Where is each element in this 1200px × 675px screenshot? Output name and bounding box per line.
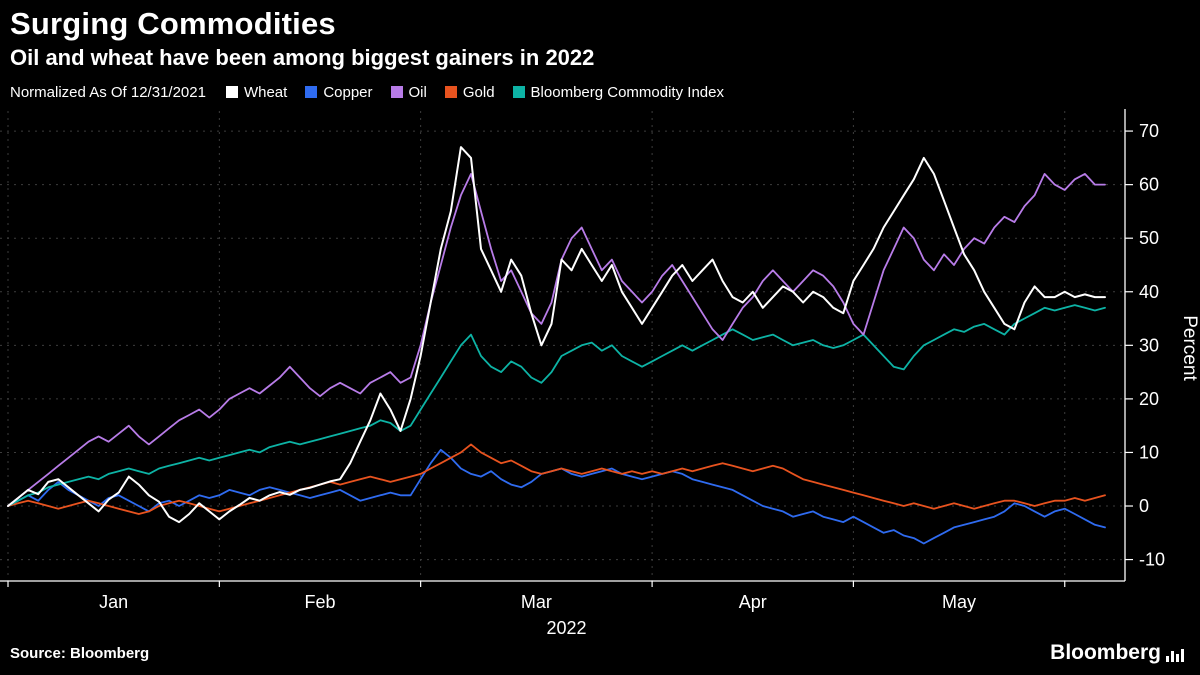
chart-subtitle: Oil and wheat have been among biggest ga… — [10, 44, 595, 70]
legend-label: Gold — [462, 83, 495, 101]
x-tick-label: May — [942, 592, 976, 612]
chart-footer: Source: Bloomberg Bloomberg — [0, 637, 1200, 675]
legend-swatch — [225, 86, 238, 99]
legend-label: Copper — [323, 83, 373, 101]
y-tick-label: 40 — [1139, 281, 1159, 301]
legend-item-bloomberg-commodity-index: Bloomberg Commodity Index — [512, 83, 724, 101]
source-label: Source: Bloomberg — [10, 644, 150, 662]
y-tick-label: -10 — [1139, 549, 1165, 569]
x-tick-label: Feb — [304, 592, 335, 612]
legend-item-oil: Oil — [390, 83, 427, 101]
chart-header: Surging Commodities Oil and wheat have b… — [0, 0, 1200, 101]
series-line-gold — [7, 443, 1106, 515]
legend-swatch — [390, 86, 403, 99]
series-line-bloomberg-commodity-index — [7, 303, 1106, 507]
legend-label: Bloomberg Commodity Index — [530, 83, 724, 101]
y-tick-label: 60 — [1139, 174, 1159, 194]
legend-swatch — [305, 86, 318, 99]
x-tick-label: Mar — [521, 592, 552, 612]
x-tick-label: Apr — [739, 592, 767, 612]
legend-note: Normalized As Of 12/31/2021 — [10, 83, 206, 101]
y-tick-label: 30 — [1139, 335, 1159, 355]
legend-item-gold: Gold — [444, 83, 495, 101]
bloomberg-logo-text: Bloomberg — [1050, 641, 1161, 664]
legend-item-copper: Copper — [305, 83, 373, 101]
commodity-line-chart: 70 60 50 40 30 20 10 0 -10 Jan Feb Mar Apr May 2022 Per… — [0, 108, 1200, 638]
legend-label: Wheat — [243, 83, 288, 101]
chart-title: Surging Commodities — [10, 6, 336, 41]
y-tick-label: 50 — [1139, 228, 1159, 248]
chart-legend: Normalized As Of 12/31/2021 Wheat Copper O… — [10, 84, 1188, 101]
y-tick-label: 0 — [1139, 496, 1149, 516]
y-tick-label: 20 — [1139, 388, 1159, 408]
bloomberg-logo: Bloomberg — [1050, 641, 1184, 665]
series-line-wheat — [7, 145, 1106, 523]
bloomberg-logo-bars-icon — [1166, 649, 1184, 665]
legend-label: Oil — [408, 83, 427, 101]
series-line-copper — [7, 448, 1106, 544]
series-line-oil — [7, 172, 1106, 507]
x-tick-label: Jan — [99, 592, 128, 612]
y-tick-label: 70 — [1139, 121, 1159, 141]
legend-swatch — [444, 86, 457, 99]
x-axis-year-label: 2022 — [546, 618, 586, 638]
legend-item-wheat: Wheat — [225, 83, 288, 101]
legend-swatch — [512, 86, 525, 99]
y-axis-title: Percent — [1179, 315, 1200, 381]
y-tick-label: 10 — [1139, 442, 1159, 462]
